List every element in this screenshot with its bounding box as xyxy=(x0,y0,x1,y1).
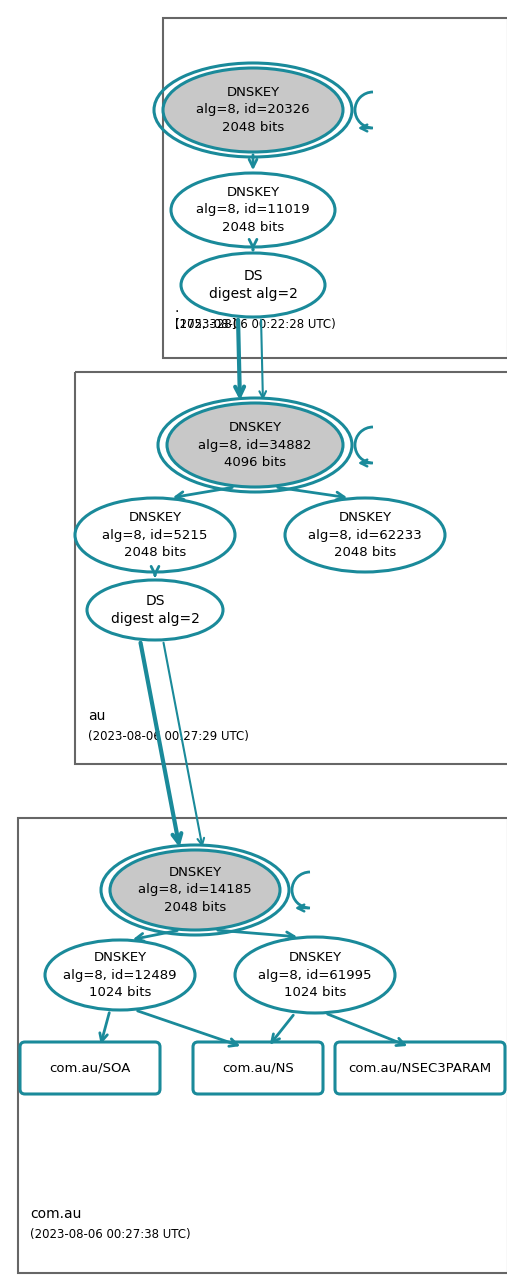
Text: DNSKEY
alg=8, id=20326
2048 bits: DNSKEY alg=8, id=20326 2048 bits xyxy=(196,86,310,134)
FancyBboxPatch shape xyxy=(193,1042,323,1094)
Text: com.au/NS: com.au/NS xyxy=(222,1062,294,1075)
Text: DNSKEY
alg=8, id=11019
2048 bits: DNSKEY alg=8, id=11019 2048 bits xyxy=(196,187,310,234)
Ellipse shape xyxy=(181,253,325,317)
Ellipse shape xyxy=(75,498,235,573)
FancyBboxPatch shape xyxy=(20,1042,160,1094)
Bar xyxy=(163,18,507,358)
Text: (2023-08-06 00:22:28 UTC): (2023-08-06 00:22:28 UTC) xyxy=(175,318,336,331)
Text: .: . xyxy=(175,302,179,314)
Ellipse shape xyxy=(171,173,335,247)
Ellipse shape xyxy=(110,850,280,930)
Text: DS
digest alg=2: DS digest alg=2 xyxy=(208,268,298,302)
Ellipse shape xyxy=(235,937,395,1013)
Text: DNSKEY
alg=8, id=34882
4096 bits: DNSKEY alg=8, id=34882 4096 bits xyxy=(198,420,312,469)
Text: com.au/SOA: com.au/SOA xyxy=(49,1062,131,1075)
Text: DS
digest alg=2: DS digest alg=2 xyxy=(111,593,199,626)
Text: DNSKEY
alg=8, id=14185
2048 bits: DNSKEY alg=8, id=14185 2048 bits xyxy=(138,866,252,914)
Ellipse shape xyxy=(87,580,223,640)
Ellipse shape xyxy=(45,941,195,1010)
Text: com.au: com.au xyxy=(30,1206,82,1220)
Text: au: au xyxy=(88,709,105,723)
Text: DNSKEY
alg=8, id=12489
1024 bits: DNSKEY alg=8, id=12489 1024 bits xyxy=(63,951,177,999)
Text: (2023-08-06 00:27:38 UTC): (2023-08-06 00:27:38 UTC) xyxy=(30,1228,191,1241)
FancyBboxPatch shape xyxy=(335,1042,505,1094)
Text: DNSKEY
alg=8, id=62233
2048 bits: DNSKEY alg=8, id=62233 2048 bits xyxy=(308,511,422,558)
Bar xyxy=(75,372,507,764)
Text: [175, 328]: [175, 328] xyxy=(175,318,236,331)
Text: (2023-08-06 00:27:29 UTC): (2023-08-06 00:27:29 UTC) xyxy=(88,730,249,743)
Bar xyxy=(18,818,507,1273)
Ellipse shape xyxy=(285,498,445,573)
Ellipse shape xyxy=(163,68,343,152)
Text: DNSKEY
alg=8, id=5215
2048 bits: DNSKEY alg=8, id=5215 2048 bits xyxy=(102,511,208,558)
Ellipse shape xyxy=(167,403,343,487)
Text: com.au/NSEC3PARAM: com.au/NSEC3PARAM xyxy=(348,1062,492,1075)
Text: DNSKEY
alg=8, id=61995
1024 bits: DNSKEY alg=8, id=61995 1024 bits xyxy=(258,951,372,999)
